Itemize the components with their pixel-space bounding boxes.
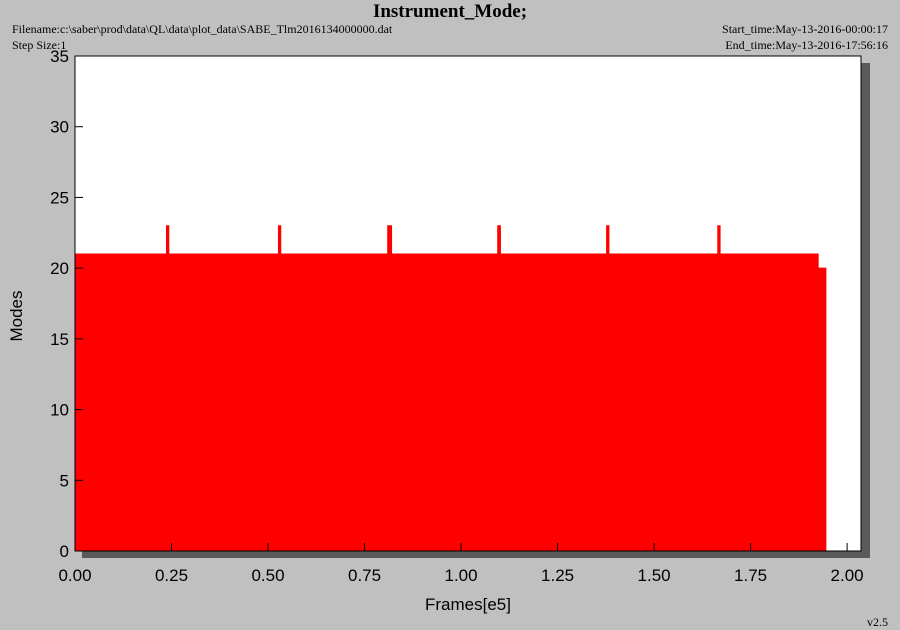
x-axis-label: Frames[e5] <box>425 595 511 614</box>
y-axis-label: Modes <box>7 290 26 341</box>
y-tick-label: 10 <box>50 401 69 420</box>
plot-frame <box>74 55 862 552</box>
y-tick-label: 25 <box>50 188 69 207</box>
area <box>74 225 827 552</box>
y-tick-label: 30 <box>50 118 69 137</box>
x-tick-label: 0.50 <box>251 566 284 585</box>
chart-title: Instrument_Mode; <box>373 1 527 22</box>
x-tick-label: 1.50 <box>638 566 671 585</box>
x-tick-label: 0.00 <box>58 566 91 585</box>
y-tick-label: 35 <box>50 47 69 66</box>
filename: Filename:c:\saber\prod\data\QL\data\plot… <box>12 22 393 36</box>
y-tick-label: 15 <box>50 330 69 349</box>
x-tick-label: 1.75 <box>734 566 767 585</box>
y-tick-label: 0 <box>60 542 69 561</box>
x-tick-label: 1.25 <box>541 566 574 585</box>
end-time: End_time:May-13-2016-17:56:16 <box>725 38 888 52</box>
y-tick-label: 20 <box>50 259 69 278</box>
version: v2.5 <box>867 615 888 629</box>
step-size: Step Size:1 <box>12 38 66 52</box>
start-time: Start_time:May-13-2016-00:00:17 <box>722 22 888 36</box>
x-tick-label: 0.25 <box>155 566 188 585</box>
x-tick-label: 0.75 <box>348 566 381 585</box>
x-tick-label: 1.00 <box>445 566 478 585</box>
x-tick-label: 2.00 <box>831 566 864 585</box>
y-tick-label: 5 <box>60 471 69 490</box>
